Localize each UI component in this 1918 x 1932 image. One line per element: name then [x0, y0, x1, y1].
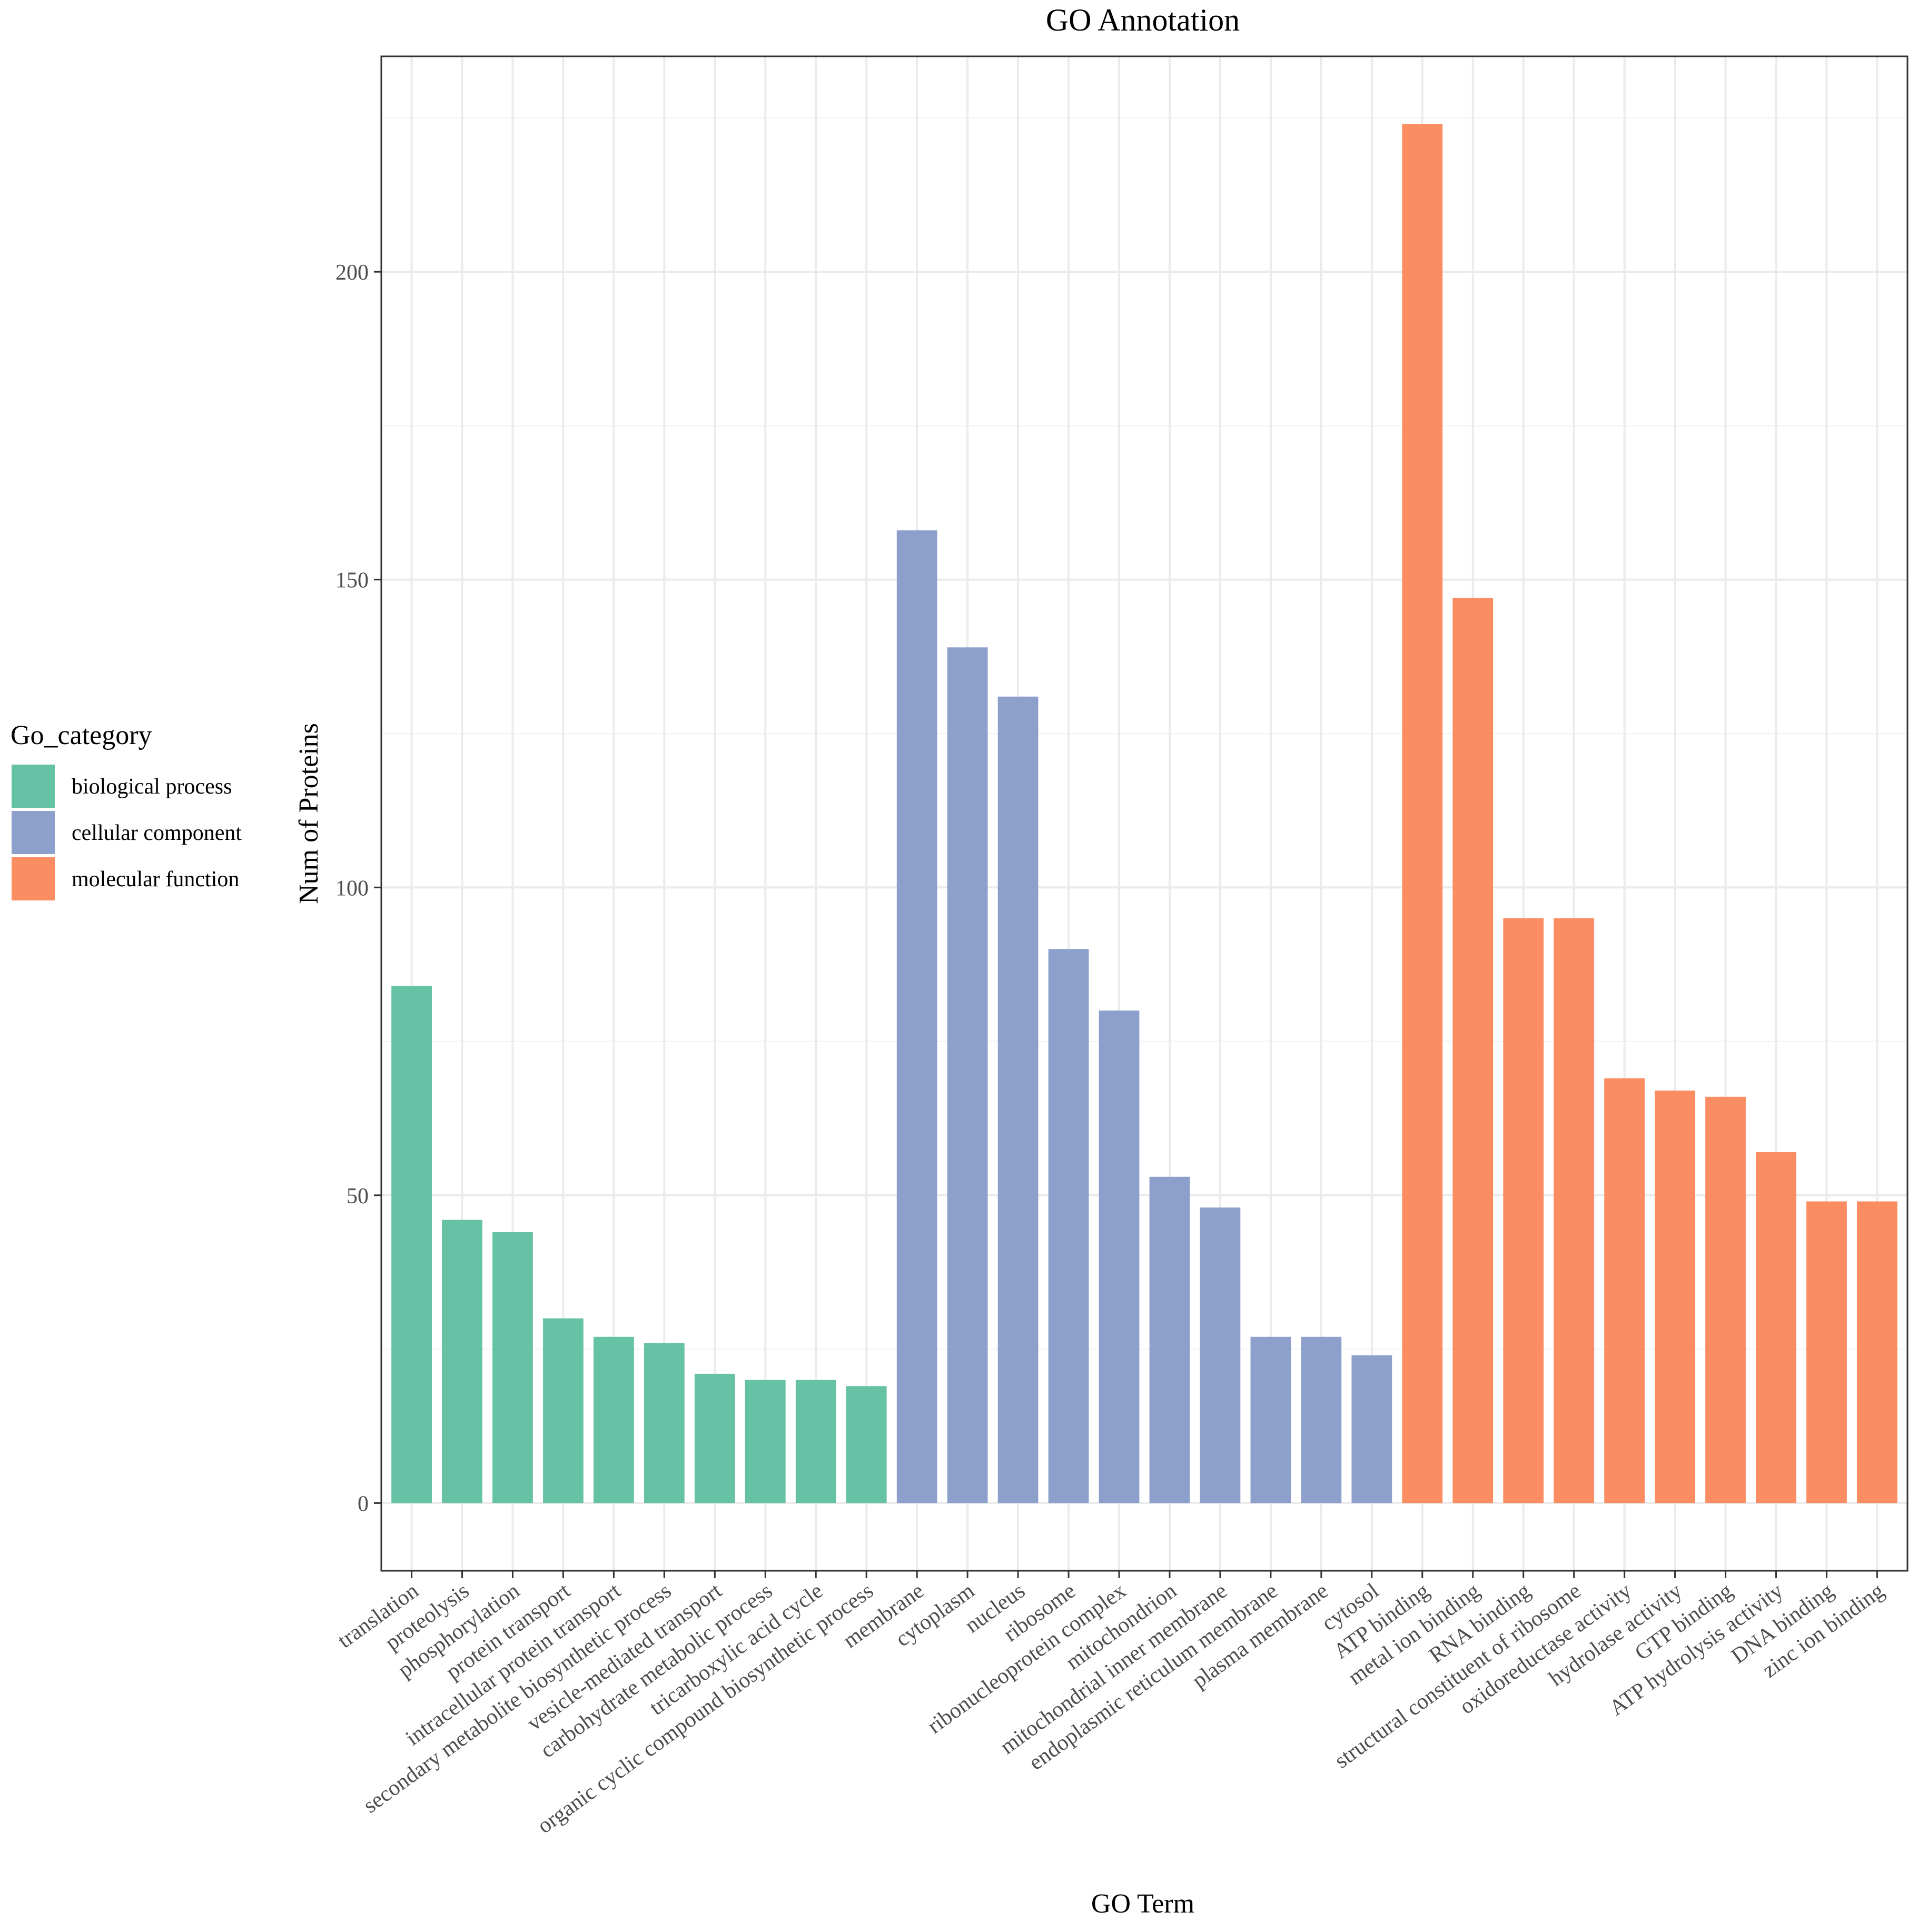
legend-label: molecular function [72, 867, 239, 891]
bar [594, 1336, 634, 1503]
bar [391, 986, 432, 1503]
y-tick-label: 100 [335, 876, 369, 900]
plot-border [380, 55, 1909, 1572]
bar [1250, 1336, 1291, 1503]
bar [1857, 1201, 1897, 1503]
legend-label: cellular component [72, 821, 242, 845]
bar [795, 1380, 836, 1503]
y-tick-label: 200 [335, 261, 369, 285]
bar [442, 1220, 482, 1503]
bar [543, 1318, 584, 1503]
bar [1301, 1336, 1342, 1503]
bar [896, 530, 937, 1503]
bar [1806, 1201, 1847, 1503]
y-axis: 0 50 100 150 200 [335, 261, 381, 1516]
bar [1048, 949, 1089, 1503]
legend-items: biological process cellular component mole… [12, 765, 242, 900]
bar [492, 1232, 533, 1503]
chart-title: GO Annotation [1046, 3, 1240, 37]
y-tick-label: 150 [335, 569, 369, 593]
bar [1604, 1078, 1645, 1503]
bar [1099, 1010, 1140, 1503]
legend-key [12, 765, 55, 808]
bar [745, 1380, 786, 1503]
bar [1554, 918, 1595, 1503]
bar [1200, 1207, 1241, 1503]
bar [694, 1373, 735, 1503]
bar [846, 1386, 887, 1503]
y-tick-label: 50 [347, 1184, 369, 1208]
bar [997, 696, 1039, 1503]
y-axis-title: Num of Proteins [294, 723, 324, 904]
bar [947, 647, 988, 1503]
y-tick-label: 0 [358, 1492, 369, 1516]
bar [1402, 124, 1443, 1503]
legend-label: biological process [72, 775, 232, 799]
bar [1756, 1152, 1796, 1503]
legend-key [12, 811, 55, 854]
legend: Go_category biological process cellular c… [11, 720, 242, 900]
legend-title: Go_category [11, 720, 152, 750]
bar [1452, 598, 1494, 1503]
bars [391, 124, 1897, 1503]
bar [1705, 1096, 1746, 1503]
bar [1351, 1355, 1392, 1503]
bar [644, 1343, 685, 1503]
bar [1503, 918, 1544, 1503]
x-axis-title: GO Term [1091, 1889, 1194, 1919]
bar [1149, 1176, 1190, 1503]
bar [1655, 1091, 1695, 1503]
legend-key [12, 857, 55, 900]
